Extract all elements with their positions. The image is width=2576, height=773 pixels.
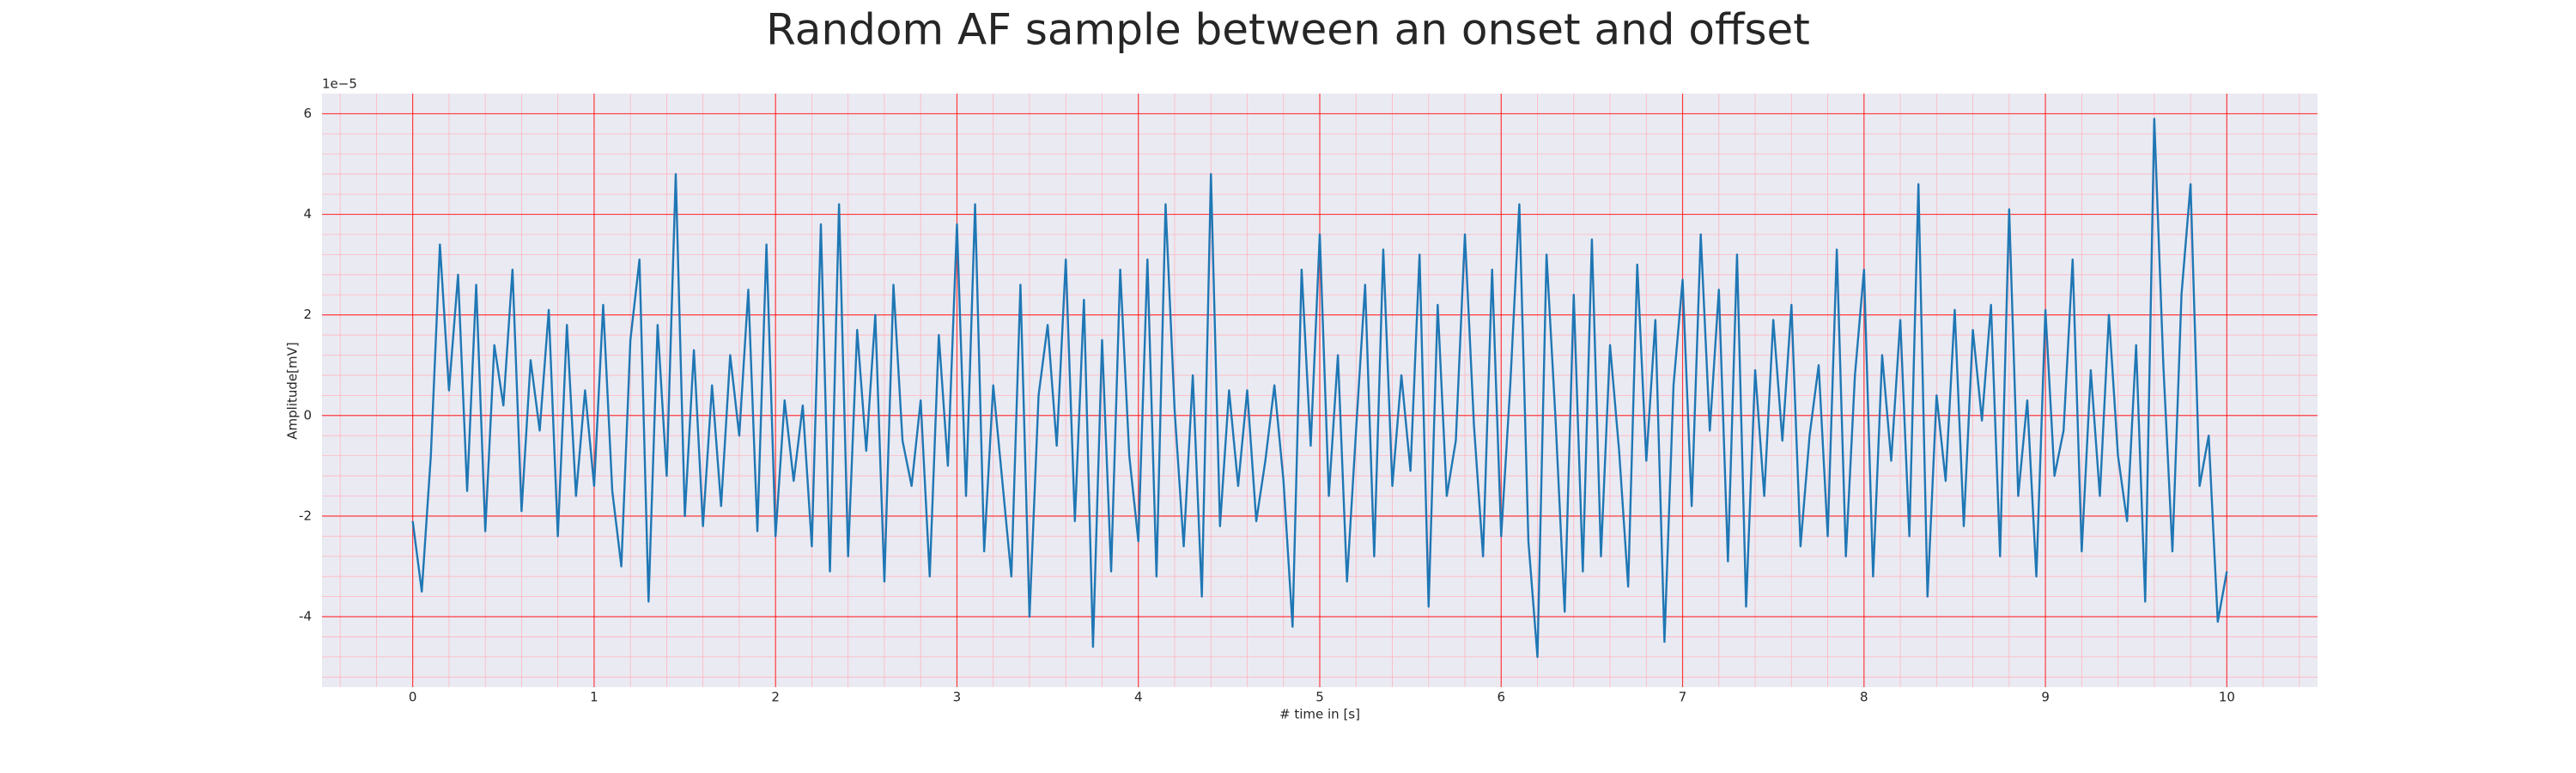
y-tick-label: 4 bbox=[303, 206, 312, 222]
x-tick-label: 2 bbox=[771, 690, 780, 705]
x-tick-label: 3 bbox=[953, 690, 962, 705]
x-tick-label: 6 bbox=[1497, 690, 1505, 705]
x-tick-label: 4 bbox=[1134, 690, 1143, 705]
y-tick-label: 2 bbox=[303, 307, 312, 322]
x-tick-label: 10 bbox=[2219, 690, 2235, 705]
x-tick-label: 0 bbox=[409, 690, 417, 705]
x-tick-label: 8 bbox=[1860, 690, 1868, 705]
x-tick-label: 5 bbox=[1315, 690, 1324, 705]
x-tick-label: 7 bbox=[1679, 690, 1687, 705]
signal-line bbox=[411, 118, 2228, 659]
x-axis-label: # time in [s] bbox=[1279, 707, 1360, 722]
y-offset-label: 1e−5 bbox=[322, 76, 357, 92]
y-tick-label: 0 bbox=[303, 407, 312, 423]
y-tick-label: 6 bbox=[303, 106, 312, 121]
y-axis-label: Amplitude[mV] bbox=[285, 342, 301, 439]
x-tick-label: 1 bbox=[590, 690, 598, 705]
chart-title: Random AF sample between an onset and of… bbox=[766, 5, 1810, 55]
y-tick-label: -4 bbox=[299, 609, 312, 624]
y-tick-label: -2 bbox=[299, 508, 312, 523]
x-tick-label: 9 bbox=[2041, 690, 2050, 705]
